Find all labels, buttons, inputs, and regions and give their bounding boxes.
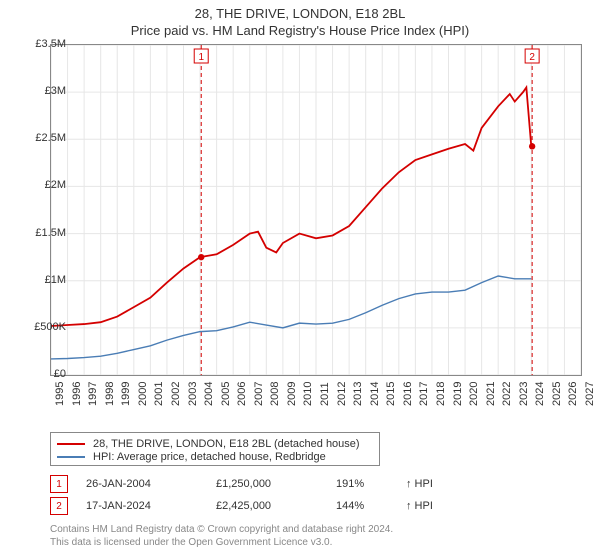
y-axis-label: £500K [34, 321, 66, 333]
y-axis-label: £2.5M [35, 132, 66, 144]
sale-price-1: £1,250,000 [216, 478, 336, 490]
x-axis-label: 2010 [302, 382, 314, 406]
x-axis-label: 2018 [435, 382, 447, 406]
x-axis-label: 1998 [104, 382, 116, 406]
y-axis-label: £0 [54, 368, 66, 380]
chart-subtitle: Price paid vs. HM Land Registry's House … [0, 21, 600, 38]
x-axis-label: 1995 [54, 382, 66, 406]
chart-area: 12 [50, 44, 582, 376]
x-axis-label: 2025 [551, 382, 563, 406]
x-axis-label: 2024 [534, 382, 546, 406]
legend: 28, THE DRIVE, LONDON, E18 2BL (detached… [50, 432, 380, 466]
x-axis-label: 2012 [336, 382, 348, 406]
x-axis-label: 2005 [220, 382, 232, 406]
x-axis-label: 2016 [402, 382, 414, 406]
x-axis-label: 2026 [567, 382, 579, 406]
x-axis-label: 2020 [468, 382, 480, 406]
y-axis-label: £1M [45, 274, 66, 286]
x-axis-label: 2004 [203, 382, 215, 406]
x-axis-label: 2022 [501, 382, 513, 406]
x-axis-label: 2011 [319, 382, 331, 406]
y-axis-label: £3.5M [35, 38, 66, 50]
x-axis-label: 2009 [286, 382, 298, 406]
sale-marker-1: 1 [50, 475, 68, 493]
sale-row-2: 2 17-JAN-2024 £2,425,000 144% ↑ HPI [50, 497, 570, 515]
footer-license: Contains HM Land Registry data © Crown c… [50, 523, 570, 549]
x-axis-label: 2015 [385, 382, 397, 406]
x-axis-label: 2003 [187, 382, 199, 406]
x-axis-label: 2021 [485, 382, 497, 406]
x-axis-label: 1997 [87, 382, 99, 406]
address-title: 28, THE DRIVE, LONDON, E18 2BL [0, 0, 600, 21]
x-axis-label: 2001 [153, 382, 165, 406]
sale-date-1: 26-JAN-2004 [86, 478, 216, 490]
legend-series-1: 28, THE DRIVE, LONDON, E18 2BL (detached… [93, 438, 360, 450]
legend-series-2: HPI: Average price, detached house, Redb… [93, 451, 326, 463]
x-axis-label: 2013 [352, 382, 364, 406]
x-axis-label: 2002 [170, 382, 182, 406]
x-axis-label: 2017 [418, 382, 430, 406]
sale-pct-1: 191% [336, 478, 406, 490]
svg-text:1: 1 [198, 52, 204, 63]
y-axis-label: £1.5M [35, 227, 66, 239]
sale-arrow-2: ↑ HPI [406, 500, 433, 512]
x-axis-label: 2008 [269, 382, 281, 406]
y-axis-label: £2M [45, 179, 66, 191]
x-axis-label: 2014 [369, 382, 381, 406]
y-axis-label: £3M [45, 85, 66, 97]
sale-arrow-1: ↑ HPI [406, 478, 433, 490]
x-axis-label: 1996 [71, 382, 83, 406]
svg-text:2: 2 [529, 52, 535, 63]
sale-price-2: £2,425,000 [216, 500, 336, 512]
x-axis-label: 2006 [236, 382, 248, 406]
x-axis-label: 2000 [137, 382, 149, 406]
sale-date-2: 17-JAN-2024 [86, 500, 216, 512]
sale-marker-2: 2 [50, 497, 68, 515]
x-axis-label: 2027 [584, 382, 596, 406]
x-axis-label: 2007 [253, 382, 265, 406]
x-axis-label: 1999 [120, 382, 132, 406]
x-axis-label: 2023 [518, 382, 530, 406]
sale-pct-2: 144% [336, 500, 406, 512]
x-axis-label: 2019 [452, 382, 464, 406]
sale-row-1: 1 26-JAN-2004 £1,250,000 191% ↑ HPI [50, 475, 570, 493]
